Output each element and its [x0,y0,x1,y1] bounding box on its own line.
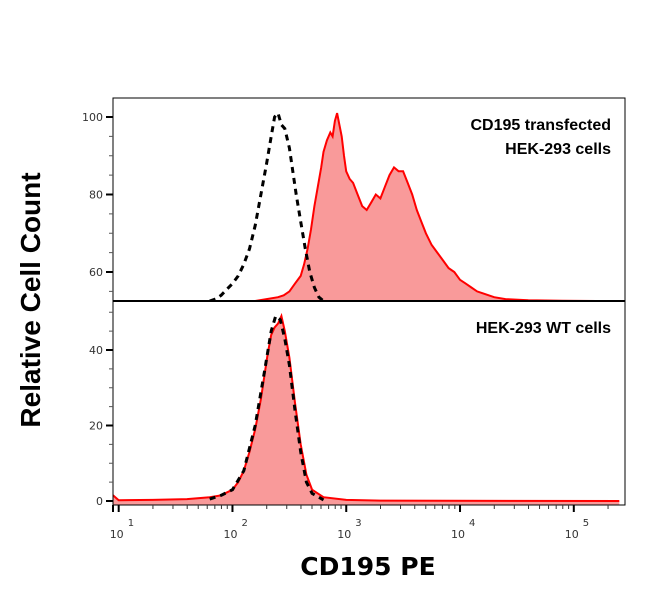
y-tick-label-bottom-20: 20 [89,420,103,433]
x-tick-exponent-1: 1 [128,518,134,529]
control-line-top [209,110,325,301]
series-line-bottom-0 [113,312,620,502]
y-tick-label-bottom-40: 40 [89,344,103,357]
x-tick-exponent-5: 5 [583,518,589,529]
y-tick-label-bottom-0: 0 [96,495,103,508]
y-tick-label-top-80: 80 [89,189,103,202]
x-tick-exponent-2: 2 [241,518,247,529]
axes: 60 80 100 0 20 40 10 1 10 2 10 3 10 4 10 5 [82,111,609,541]
control-line-bottom [209,313,325,502]
series-area-bottom-0 [113,316,620,505]
x-tick-label-3: 10 [337,528,351,541]
y-axis-label: Relative Cell Count [15,172,46,427]
y-tick-label-top-60: 60 [89,266,103,279]
series-area-top-0 [255,113,597,301]
x-tick-exponent-4: 4 [469,518,475,529]
x-axis-label: CD195 PE [300,552,435,581]
x-tick-label-1: 10 [110,528,124,541]
series-line-top-0 [255,112,597,301]
annotation-bottom: HEK-293 WT cells [476,320,611,337]
x-tick-exponent-3: 3 [355,518,361,529]
x-tick-label-2: 10 [223,528,237,541]
annotation-top-line1: CD195 transfected [471,117,612,134]
bottom-panel [113,312,620,505]
x-tick-label-4: 10 [451,528,465,541]
x-tick-label-5: 10 [565,528,579,541]
y-tick-label-top-100: 100 [82,111,103,124]
top-panel [209,110,597,301]
annotation-top-line2: HEK-293 cells [505,141,611,158]
